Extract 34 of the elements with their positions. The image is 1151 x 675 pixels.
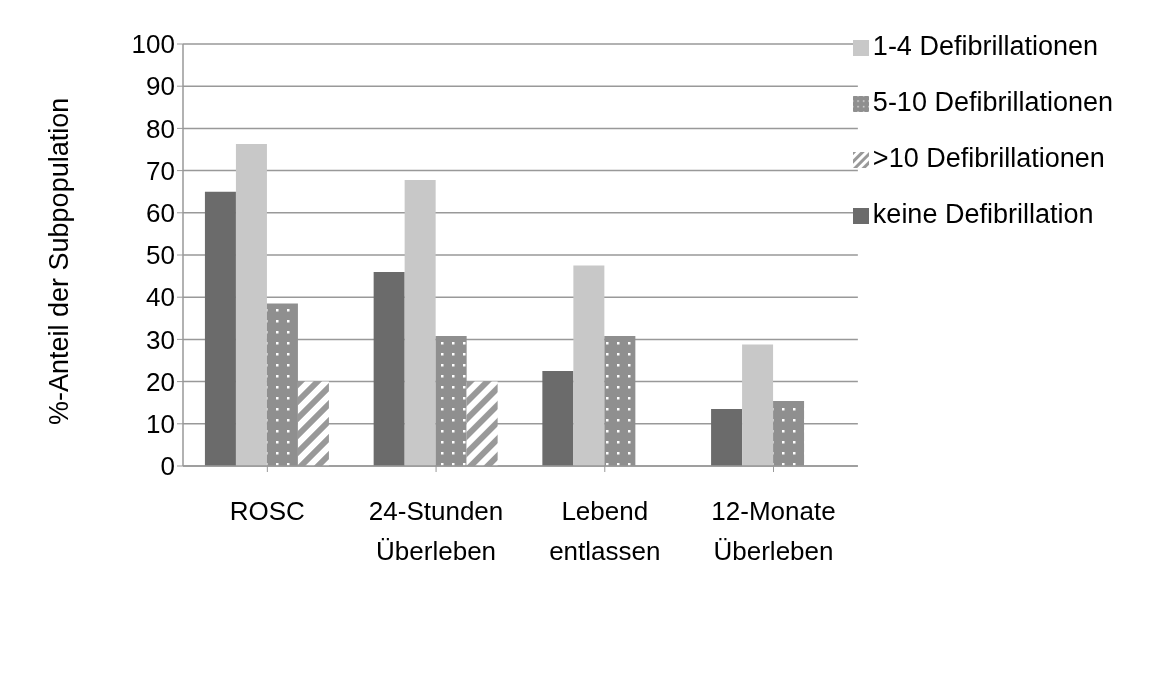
bar (204, 191, 236, 466)
legend-label: >10 Defibrillationen (872, 143, 1105, 173)
y-tick-label: 40 (146, 282, 175, 313)
x-tick-label: ROSC (229, 496, 305, 526)
legend-label: 1-4 Defibrillationen (872, 31, 1098, 61)
x-tick-label: 24-Stunden Überleben (368, 496, 504, 566)
bar (266, 303, 298, 466)
bar (604, 336, 636, 466)
bar (711, 409, 743, 466)
y-tick-label: 50 (146, 240, 175, 271)
y-axis-title: %-Anteil der Subpopulation (43, 97, 74, 425)
bar (373, 271, 405, 466)
y-tick-label: 30 (146, 324, 175, 355)
bar (542, 371, 574, 466)
y-tick-label: 60 (146, 198, 175, 229)
y-tick-label: 20 (146, 366, 175, 397)
y-tick-label: 80 (146, 113, 175, 144)
y-tick-label: 100 (131, 29, 175, 60)
bar (742, 344, 774, 466)
bar (466, 381, 498, 466)
x-tick-label: Lebend entlassen (549, 496, 661, 566)
legend-label: 5-10 Defibrillationen (872, 87, 1113, 117)
bar (235, 144, 267, 466)
bar (773, 401, 805, 466)
y-tick-label: 0 (160, 451, 175, 482)
bar (573, 265, 605, 466)
y-tick-label: 90 (146, 71, 175, 102)
legend-label: keine Defibrillation (872, 199, 1094, 229)
y-tick-label: 70 (146, 155, 175, 186)
x-tick-label: 12-Monate Überleben (711, 496, 836, 566)
bar (404, 179, 436, 466)
bar (297, 381, 329, 466)
bar (435, 336, 467, 466)
y-tick-label: 10 (146, 409, 175, 440)
